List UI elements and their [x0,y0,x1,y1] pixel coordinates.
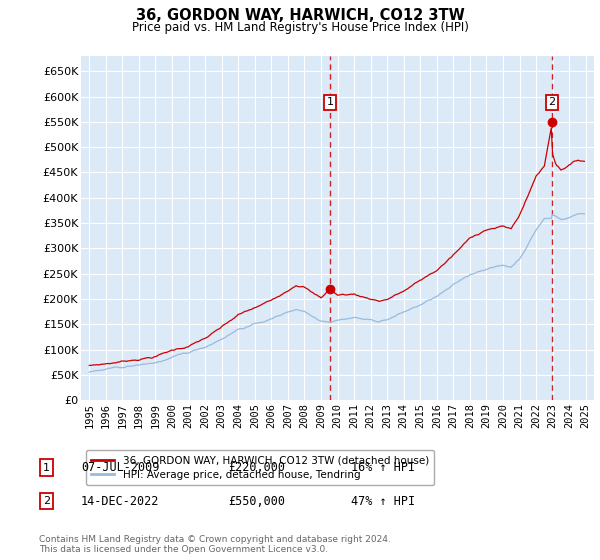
Text: 16% ↑ HPI: 16% ↑ HPI [351,461,415,474]
Text: 2: 2 [43,496,50,506]
Text: 1: 1 [43,463,50,473]
Text: 14-DEC-2022: 14-DEC-2022 [81,494,160,508]
Text: 07-JUL-2009: 07-JUL-2009 [81,461,160,474]
Text: 2: 2 [548,97,556,108]
Text: Price paid vs. HM Land Registry's House Price Index (HPI): Price paid vs. HM Land Registry's House … [131,21,469,34]
Text: 36, GORDON WAY, HARWICH, CO12 3TW: 36, GORDON WAY, HARWICH, CO12 3TW [136,8,464,24]
Legend: 36, GORDON WAY, HARWICH, CO12 3TW (detached house), HPI: Average price, detached: 36, GORDON WAY, HARWICH, CO12 3TW (detac… [86,450,434,485]
Text: 47% ↑ HPI: 47% ↑ HPI [351,494,415,508]
Text: £550,000: £550,000 [228,494,285,508]
Text: Contains HM Land Registry data © Crown copyright and database right 2024.
This d: Contains HM Land Registry data © Crown c… [39,535,391,554]
Text: 1: 1 [326,97,334,108]
Text: £220,000: £220,000 [228,461,285,474]
